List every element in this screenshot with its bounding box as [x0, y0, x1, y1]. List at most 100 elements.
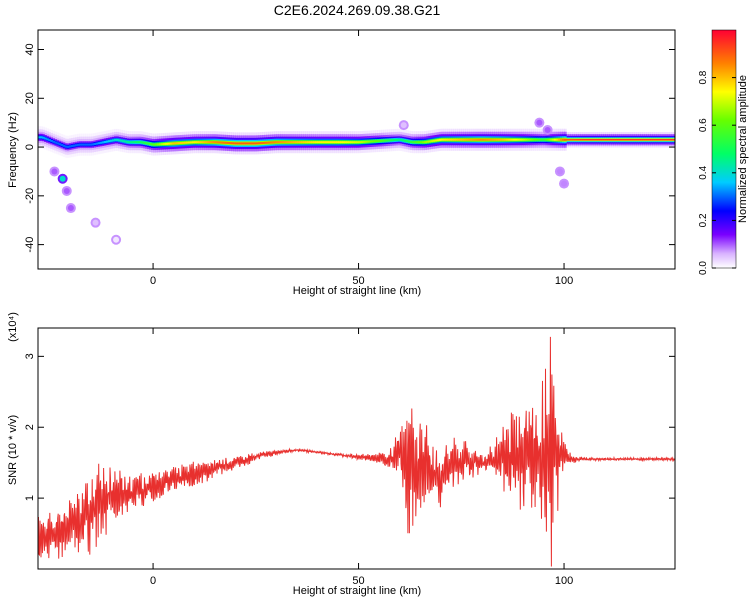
heatmap-cell — [307, 141, 310, 144]
heatmap-cell — [157, 143, 160, 146]
heatmap-cell — [469, 138, 473, 141]
heatmap-cell — [625, 139, 629, 141]
heatmap-cell — [74, 144, 78, 147]
heatmap-cell — [354, 141, 358, 144]
heatmap-cell — [163, 142, 166, 145]
heatmap-cell — [529, 138, 532, 141]
heatmap-cell — [321, 141, 325, 144]
heatmap-cell — [109, 139, 113, 142]
heatmap-cell — [290, 141, 294, 144]
heatmap-cell — [93, 143, 97, 146]
heatmap-cell — [350, 141, 353, 144]
heatmap-cell — [54, 141, 58, 144]
heatmap-cell — [418, 141, 421, 144]
heatmap-cell — [40, 136, 43, 139]
heatmap-cell — [566, 139, 569, 141]
heatmap-cell — [627, 139, 631, 141]
heatmap-cell — [340, 141, 343, 144]
heatmap-cell — [107, 140, 111, 143]
heatmap-cell — [356, 141, 360, 144]
heatmap-cell — [543, 138, 547, 141]
heatmap-cell — [259, 142, 263, 145]
heatmap-cell — [516, 138, 520, 141]
x-tick-label: 0 — [150, 575, 156, 587]
heatmap-cell — [79, 143, 82, 146]
chart-title: C2E6.2024.269.09.38.G21 — [274, 2, 441, 18]
heatmap-cell — [124, 140, 127, 143]
heatmap-cell — [559, 138, 563, 141]
heatmap-cell — [481, 138, 485, 141]
colorbar-tick-label: 0.6 — [698, 118, 709, 132]
heatmap-cell — [288, 141, 292, 144]
heatmap-cell — [531, 138, 534, 141]
heatmap-cell — [95, 142, 99, 145]
heatmap-cell — [629, 139, 633, 141]
heatmap-cell — [377, 140, 380, 143]
heatmap-cell — [617, 139, 621, 141]
heatmap-cell — [161, 143, 164, 146]
heatmap-cell — [146, 142, 150, 145]
heatmap-blob-core — [113, 236, 120, 243]
heatmap-cell — [407, 140, 411, 143]
heatmap-cell — [239, 142, 243, 145]
snr-y-label: SNR (10 * v/v) — [7, 415, 19, 485]
heatmap-cell — [360, 141, 364, 144]
heatmap-blob-core — [59, 175, 66, 182]
heatmap-cell — [461, 138, 464, 141]
heatmap-cell — [126, 140, 130, 143]
heatmap-cell — [605, 139, 608, 141]
heatmap-cell — [664, 139, 668, 141]
heatmap-cell — [362, 140, 366, 143]
heatmap-cell — [52, 140, 56, 143]
heatmap-cell — [451, 138, 454, 141]
heatmap-cell — [670, 139, 674, 141]
heatmap-cell — [87, 143, 90, 146]
heatmap-cell — [331, 141, 335, 144]
heatmap-cell — [459, 138, 462, 141]
heatmap-blob-core — [400, 122, 407, 129]
heatmap-cell — [220, 141, 224, 144]
heatmap-cell — [261, 141, 265, 144]
heatmap-cell — [140, 141, 144, 144]
heatmap-cell — [151, 143, 154, 146]
heatmap-cell — [305, 141, 308, 144]
heatmap-cell — [181, 141, 185, 144]
snr-plot-area — [38, 336, 675, 567]
heatmap-cell — [364, 140, 368, 143]
heatmap-cell — [642, 139, 645, 141]
heatmap-cell — [590, 139, 594, 141]
heatmap-y-label: Frequency (Hz) — [7, 112, 19, 188]
heatmap-cell — [278, 141, 282, 144]
heatmap-cell — [103, 140, 107, 143]
heatmap-cell — [111, 139, 115, 142]
heatmap-cell — [204, 141, 208, 144]
heatmap-cell — [222, 141, 226, 144]
heatmap-cell — [635, 139, 639, 141]
heatmap-cell — [48, 139, 51, 142]
heatmap-cell — [233, 142, 236, 145]
heatmap-cell — [224, 141, 228, 144]
heatmap-cell — [603, 139, 606, 141]
heatmap-cell — [527, 138, 530, 141]
heatmap-cell — [249, 142, 253, 145]
heatmap-cell — [389, 139, 393, 142]
heatmap-cell — [301, 141, 304, 144]
heatmap-cell — [268, 141, 271, 144]
heatmap-cell — [524, 138, 528, 141]
heatmap-cell — [485, 138, 489, 141]
heatmap-cell — [200, 141, 203, 144]
heatmap-cell — [520, 138, 524, 141]
y-tick-label: 2 — [24, 424, 36, 430]
snr-frame — [37, 327, 676, 570]
x-tick-label: 50 — [352, 275, 364, 287]
heatmap-cell — [432, 139, 436, 142]
colorbar-tick-label: 0.0 — [698, 261, 709, 275]
heatmap-blob-core — [63, 187, 70, 194]
heatmap-cell — [409, 140, 413, 143]
heatmap-cell — [648, 139, 651, 141]
heatmap-cell — [387, 139, 390, 142]
heatmap-cell — [598, 139, 602, 141]
heatmap-cell — [216, 141, 220, 144]
y-tick-label: 20 — [24, 92, 36, 104]
heatmap-cell — [89, 143, 93, 146]
